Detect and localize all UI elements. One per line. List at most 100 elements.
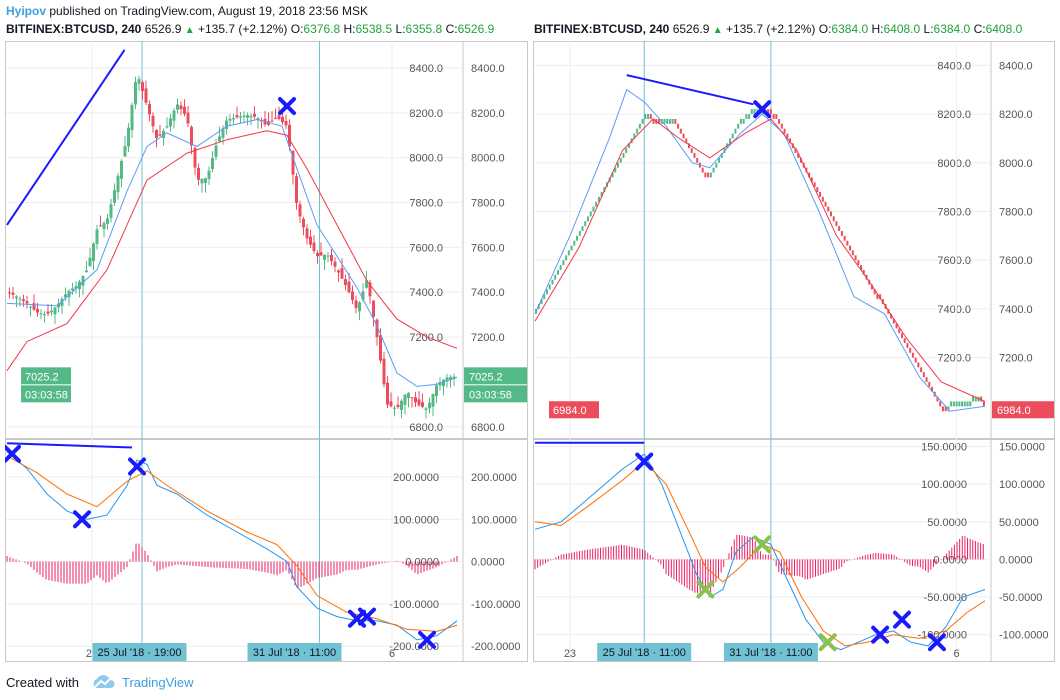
renko-brick-up bbox=[548, 284, 551, 290]
macd-line bbox=[534, 453, 986, 651]
created-with-text: Created with bbox=[6, 675, 79, 690]
candle-down bbox=[410, 397, 414, 399]
renko-brick-up bbox=[644, 114, 647, 119]
high-value: 6408.0 bbox=[883, 22, 921, 36]
tradingview-link[interactable]: TradingView bbox=[122, 675, 194, 690]
publish-text: published on TradingView.com, August 19,… bbox=[49, 4, 369, 18]
candle-up bbox=[403, 394, 407, 405]
renko-brick-down bbox=[657, 118, 660, 124]
renko-brick-down bbox=[696, 157, 699, 163]
candle-down bbox=[148, 104, 151, 115]
renko-brick-down bbox=[925, 377, 928, 382]
osc-tick-label: 100.0000 bbox=[471, 514, 517, 526]
osc-tick-label-left: 50.0000 bbox=[927, 517, 967, 529]
signal-cross-alt-icon bbox=[696, 580, 715, 599]
renko-brick-down bbox=[688, 143, 691, 149]
price-tick-label-left: 8200.0 bbox=[937, 109, 971, 121]
time-highlight-tag bbox=[597, 643, 692, 661]
osc-tick-label-left: 100.0000 bbox=[393, 514, 439, 526]
candle-down bbox=[298, 204, 302, 217]
price-tag-right bbox=[992, 401, 1054, 419]
renko-brick-up bbox=[622, 153, 625, 158]
osc-tick-label-left: 100.0000 bbox=[921, 479, 967, 491]
candle-up bbox=[95, 229, 99, 245]
candle-up bbox=[221, 128, 225, 138]
renko-brick-down bbox=[780, 123, 783, 129]
candle-down bbox=[414, 397, 417, 403]
candle-up bbox=[169, 118, 172, 127]
renko-brick-down bbox=[840, 230, 843, 236]
price-tag-left bbox=[549, 401, 599, 419]
candle-up bbox=[365, 280, 368, 288]
renko-brick-up bbox=[641, 118, 644, 124]
time-highlight-tag bbox=[247, 643, 342, 661]
signal-line bbox=[6, 455, 458, 632]
symbol-name[interactable]: BITFINEX:BTCUSD, 240 bbox=[534, 22, 670, 36]
time-tag-value: 03:03:58 bbox=[469, 389, 512, 401]
renko-brick-up bbox=[562, 260, 565, 266]
price-change: +135.7 (+2.12%) bbox=[198, 22, 288, 36]
price-tick-label: 7800.0 bbox=[471, 197, 505, 209]
price-tick-label: 8200.0 bbox=[999, 109, 1033, 121]
renko-brick-down bbox=[821, 196, 824, 202]
renko-brick-up bbox=[627, 143, 630, 149]
candle-up bbox=[67, 290, 71, 298]
candle-up bbox=[361, 291, 365, 300]
candle-up bbox=[246, 115, 249, 118]
renko-brick-down bbox=[849, 245, 852, 251]
osc-tick-label: 200.0000 bbox=[471, 472, 517, 484]
renko-brick-up bbox=[737, 123, 740, 129]
osc-tick-label: 0.0000 bbox=[999, 554, 1033, 566]
chart-panel-left[interactable]: 8400.0 8400.0 8200.0 8200.0 8000.0 8000.0 7800… bbox=[5, 41, 528, 663]
price-tick-label-left: 7600.0 bbox=[409, 242, 443, 254]
time-highlight-tag bbox=[92, 643, 187, 661]
renko-brick-up bbox=[961, 401, 964, 407]
price-tick-label-left: 8400.0 bbox=[409, 63, 443, 75]
ma-slow-line bbox=[534, 118, 986, 402]
chart-canvas-right[interactable]: 8400.0 8400.0 8200.0 8200.0 8000.0 8000.0 7800… bbox=[533, 41, 1055, 663]
candle-up bbox=[428, 402, 431, 409]
renko-brick-down bbox=[928, 381, 931, 387]
price-change: +135.7 (+2.12%) bbox=[726, 22, 816, 36]
candle-up bbox=[120, 160, 123, 179]
price-pane-frame bbox=[533, 41, 1055, 439]
renko-brick-down bbox=[704, 172, 707, 178]
renko-brick-down bbox=[786, 133, 789, 139]
signal-cross-icon bbox=[892, 610, 911, 629]
renko-brick-down bbox=[797, 153, 800, 158]
candle-down bbox=[302, 218, 305, 228]
candle-up bbox=[74, 286, 78, 289]
renko-brick-up bbox=[712, 167, 715, 173]
author-link[interactable]: Hyipov bbox=[6, 4, 47, 18]
renko-brick-up bbox=[745, 114, 748, 119]
symbol-name[interactable]: BITFINEX:BTCUSD, 240 bbox=[6, 22, 142, 36]
osc-tick-label: -100.0000 bbox=[999, 630, 1049, 642]
publish-header: Hyipov published on TradingView.com, Aug… bbox=[6, 4, 368, 18]
candle-down bbox=[305, 228, 309, 239]
osc-tick-label-left: -100.0000 bbox=[389, 599, 439, 611]
candle-down bbox=[386, 382, 389, 405]
candle-down bbox=[186, 112, 190, 124]
renko-brick-down bbox=[778, 118, 781, 124]
price-tick-label-left: 7600.0 bbox=[937, 255, 971, 267]
signal-cross-icon bbox=[418, 630, 436, 649]
candle-up bbox=[81, 276, 85, 286]
renko-brick-down bbox=[906, 343, 909, 348]
candle-up bbox=[50, 310, 53, 313]
price-tick-label: 7400.0 bbox=[999, 304, 1033, 316]
price-tick-label-left: 8200.0 bbox=[409, 108, 443, 120]
candle-down bbox=[288, 124, 291, 147]
candle-down bbox=[190, 126, 193, 146]
renko-brick-down bbox=[939, 401, 942, 407]
osc-trendline bbox=[6, 442, 133, 449]
price-tick-label-left: 7200.0 bbox=[409, 332, 443, 344]
time-highlight-label: 25 Jul '18 · 19:00 bbox=[97, 647, 181, 659]
renko-brick-down bbox=[846, 240, 849, 246]
renko-brick-up bbox=[570, 245, 573, 251]
chart-panel-right[interactable]: 8400.0 8400.0 8200.0 8200.0 8000.0 8000.0 7800… bbox=[533, 41, 1055, 663]
chart-canvas-left[interactable]: 8400.0 8400.0 8200.0 8200.0 8000.0 8000.0 7800… bbox=[5, 41, 528, 663]
candle-down bbox=[183, 106, 186, 114]
renko-brick-down bbox=[813, 182, 816, 188]
price-tick-label-left: 6800.0 bbox=[409, 422, 443, 434]
renko-brick-down bbox=[862, 269, 865, 275]
